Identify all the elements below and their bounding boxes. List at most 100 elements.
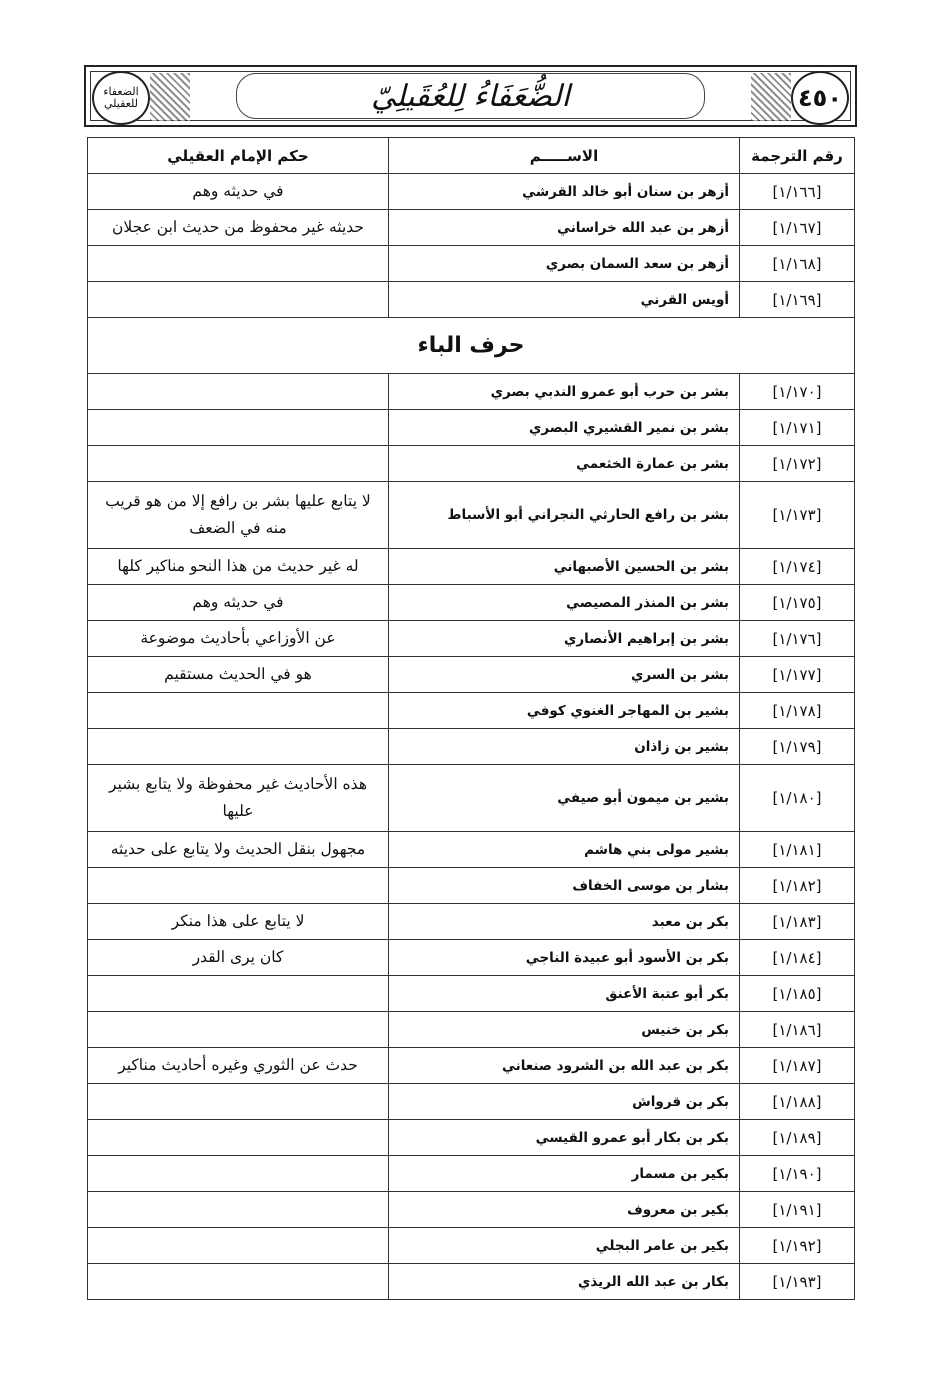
table-header-row: رقم الترجمة الاســـــم حكم الإمام العقيل… <box>87 137 855 174</box>
entry-number-cell: [١/١٧٣] <box>739 481 855 549</box>
narrator-name: أزهر بن عبد الله خراساني <box>388 209 740 246</box>
entry-number: [١/١٧٢] <box>772 454 822 473</box>
book-title: الضُّعَفَاءُ لِلعُقَيلِيّ <box>371 78 570 114</box>
narrator-name: بشر بن السري <box>388 656 740 693</box>
title-cartouche: الضُّعَفَاءُ لِلعُقَيلِيّ <box>236 73 705 119</box>
column-header-judgment: حكم الإمام العقيلي <box>87 137 389 174</box>
judgment <box>87 1119 389 1156</box>
entry-number: [١/١٨١] <box>772 840 822 859</box>
table-row: [١/١٨٢] بشار بن موسى الخفاف <box>87 867 855 904</box>
narrator-name: بشير بن المهاجر الغنوي كوفي <box>388 692 740 729</box>
narrator-name: أزهر بن سعد السمان بصري <box>388 245 740 282</box>
narrator-name: بكر بن خنيس <box>388 1011 740 1048</box>
entry-number: [١/١٧٨] <box>772 701 822 720</box>
judgment: عن الأوزاعي بأحاديث موضوعة <box>87 620 389 657</box>
table-row: [١/١٦٧] أزهر بن عبد الله خراساني حديثه غير… <box>87 209 855 246</box>
judgment <box>87 728 389 765</box>
entry-number: [١/١٨٤] <box>772 948 822 967</box>
ornament-icon <box>150 73 190 121</box>
table-row: [١/١٨١] بشير مولى بني هاشم مجهول بنقل الحد… <box>87 831 855 868</box>
narrator-name: بشير بن ميمون أبو صيفي <box>388 764 740 832</box>
entry-number: [١/١٨٨] <box>772 1092 822 1111</box>
judgment <box>87 867 389 904</box>
section-heading: حرف الباء <box>87 317 855 374</box>
narrator-name: بشير بن زاذان <box>388 728 740 765</box>
entry-number: [١/١٧٠] <box>772 382 822 401</box>
entry-number: [١/١٨٦] <box>772 1020 822 1039</box>
narrator-name: أزهر بن سنان أبو خالد القرشي <box>388 173 740 210</box>
judgment <box>87 373 389 410</box>
entry-number: [١/١٧١] <box>772 418 822 437</box>
judgment <box>87 1011 389 1048</box>
entry-number: [١/١٧٣] <box>772 506 822 524</box>
judgment <box>87 975 389 1012</box>
table-row: [١/١٧١] بشر بن نمير القشيري البصري <box>87 409 855 446</box>
entry-number: [١/١٧٥] <box>772 593 822 612</box>
table-row: [١/١٧٦] بشر بن إبراهيم الأنصاري عن الأوزاع… <box>87 620 855 657</box>
ornament-icon <box>751 73 791 121</box>
entry-number: [١/١٨٣] <box>772 912 822 931</box>
narrator-name: بكر بن عبد الله بن الشرود صنعاني <box>388 1047 740 1084</box>
entry-number: [١/١٩٣] <box>772 1272 822 1291</box>
column-header-number: رقم الترجمة <box>739 137 855 174</box>
entry-number-cell: [١/١٦٨] <box>739 245 855 282</box>
entry-number-cell: [١/١٧٩] <box>739 728 855 765</box>
narrator-name: بشر بن رافع الحارثي النجراني أبو الأسباط <box>388 481 740 549</box>
narrator-name: بكير بن عامر البجلي <box>388 1227 740 1264</box>
entry-number: [١/١٩٠] <box>772 1164 822 1183</box>
entry-number-cell: [١/١٨٧] <box>739 1047 855 1084</box>
column-header-name: الاســـــم <box>388 137 740 174</box>
narrator-name: بكار بن عبد الله الريذي <box>388 1263 740 1300</box>
judgment: هو في الحديث مستقيم <box>87 656 389 693</box>
entry-number-cell: [١/١٨٨] <box>739 1083 855 1120</box>
entry-number-cell: [١/١٧٧] <box>739 656 855 693</box>
judgment <box>87 445 389 482</box>
judgment: مجهول بنقل الحديث ولا يتابع على حديثه <box>87 831 389 868</box>
book-logo: الضعفاء للعقيلي <box>92 71 150 125</box>
table-row: [١/١٨٥] بكر أبو عتبة الأعنق <box>87 975 855 1012</box>
narrator-name: بشار بن موسى الخفاف <box>388 867 740 904</box>
narrator-name: أويس القرني <box>388 281 740 318</box>
table-row: [١/١٩٣] بكار بن عبد الله الريذي <box>87 1263 855 1300</box>
table-row: [١/١٨٠] بشير بن ميمون أبو صيفي هذه الأحادي… <box>87 764 855 832</box>
entry-number-cell: [١/١٨٠] <box>739 764 855 832</box>
entry-number-cell: [١/١٩٣] <box>739 1263 855 1300</box>
table-row: [١/١٧٤] بشر بن الحسين الأصبهاني له غير حدي… <box>87 548 855 585</box>
narrator-name: بشر بن الحسين الأصبهاني <box>388 548 740 585</box>
table-row: [١/١٧٩] بشير بن زاذان <box>87 728 855 765</box>
table-row: [١/١٧٢] بشر بن عمارة الخثعمي <box>87 445 855 482</box>
entry-number-cell: [١/١٩٢] <box>739 1227 855 1264</box>
entry-number-cell: [١/١٨٦] <box>739 1011 855 1048</box>
narrator-name: بشر بن إبراهيم الأنصاري <box>388 620 740 657</box>
narrator-name: بشير مولى بني هاشم <box>388 831 740 868</box>
table-row: [١/١٩٠] بكير بن مسمار <box>87 1155 855 1192</box>
table-row: [١/١٦٨] أزهر بن سعد السمان بصري <box>87 245 855 282</box>
judgment: لا يتابع على هذا منكر <box>87 903 389 940</box>
entry-number: [١/١٧٦] <box>772 629 822 648</box>
table-row: [١/١٦٩] أويس القرني <box>87 281 855 318</box>
entry-number-cell: [١/١٧٥] <box>739 584 855 621</box>
table-row: [١/١٨٩] بكر بن بكار أبو عمرو القيسي <box>87 1119 855 1156</box>
table-row: [١/١٧٣] بشر بن رافع الحارثي النجراني أبو … <box>87 481 855 549</box>
entry-number-cell: [١/١٧٨] <box>739 692 855 729</box>
narrator-name: بكر بن قرواش <box>388 1083 740 1120</box>
entry-number: [١/١٧٩] <box>772 737 822 756</box>
judgment <box>87 1083 389 1120</box>
entry-number-cell: [١/١٦٩] <box>739 281 855 318</box>
table-row: [١/١٨٤] بكر بن الأسود أبو عبيدة الناجي كان… <box>87 939 855 976</box>
entry-number-cell: [١/١٧١] <box>739 409 855 446</box>
entry-number: [١/١٧٤] <box>772 557 822 576</box>
narrator-name: بكير بن معروف <box>388 1191 740 1228</box>
entry-number-cell: [١/١٨١] <box>739 831 855 868</box>
table-row: [١/١٩٢] بكير بن عامر البجلي <box>87 1227 855 1264</box>
judgment <box>87 1155 389 1192</box>
table-row: [١/١٨٨] بكر بن قرواش <box>87 1083 855 1120</box>
entry-number-cell: [١/١٧٢] <box>739 445 855 482</box>
judgment <box>87 1263 389 1300</box>
narrator-name: بكر بن بكار أبو عمرو القيسي <box>388 1119 740 1156</box>
table-row: [١/١٦٦] أزهر بن سنان أبو خالد القرشي في حد… <box>87 173 855 210</box>
entry-number-cell: [١/١٩٠] <box>739 1155 855 1192</box>
entry-number-cell: [١/١٩١] <box>739 1191 855 1228</box>
entry-number: [١/١٦٦] <box>772 182 822 201</box>
page-header: ٤٥٠ الضعفاء للعقيلي الضُّعَفَاءُ لِلعُقَ… <box>84 65 857 127</box>
